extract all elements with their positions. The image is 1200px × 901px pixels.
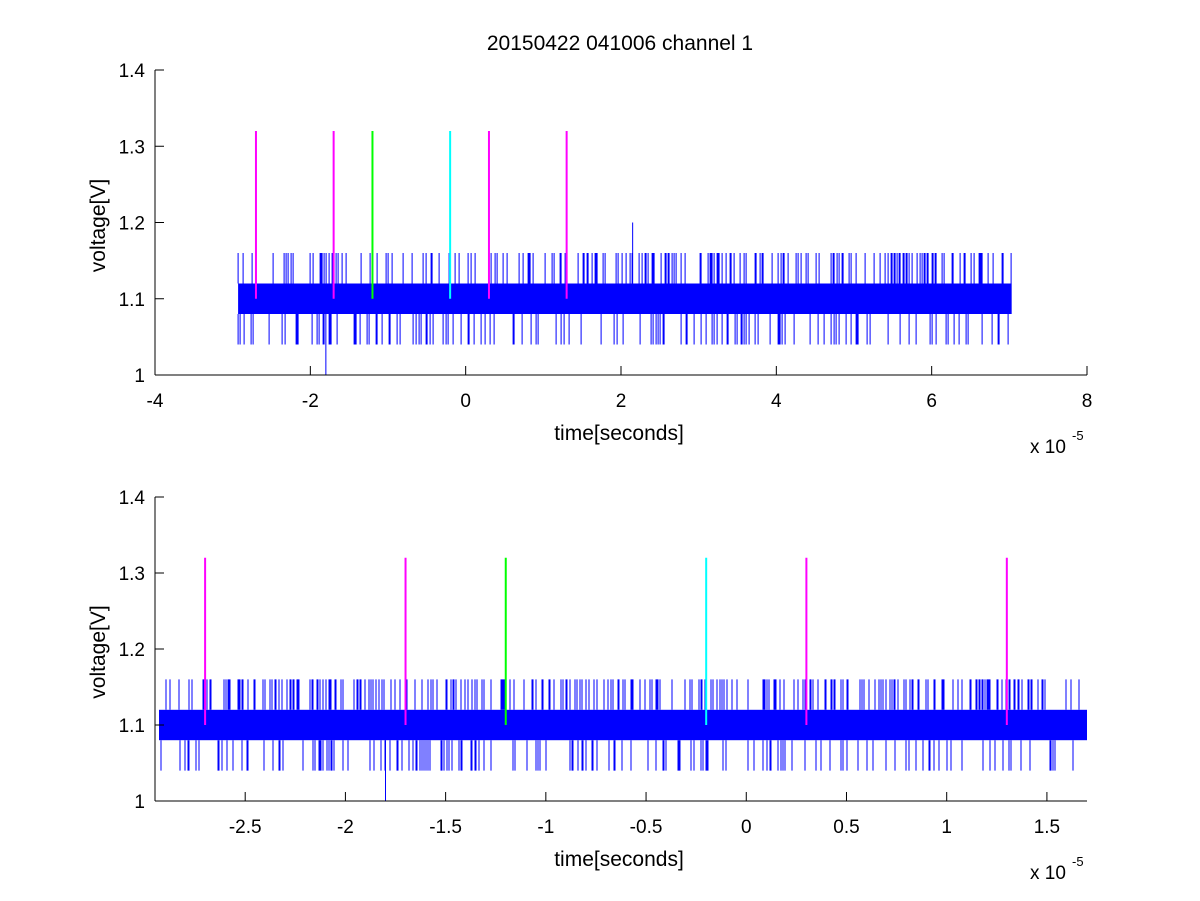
x-tick-label: 6 xyxy=(926,391,937,412)
x-tick-label: 0.5 xyxy=(833,817,859,838)
x-axis-label: time[seconds] xyxy=(554,422,684,445)
y-tick-label: 1.2 xyxy=(119,214,145,235)
x-tick-label: -4 xyxy=(147,391,164,412)
figure-title: 20150422 041006 channel 1 xyxy=(487,32,753,55)
x-tick-label: -1.5 xyxy=(429,817,462,838)
x-tick-label: 0 xyxy=(741,817,752,838)
x-multiplier-label: x 10 xyxy=(1030,863,1066,884)
x-tick-label: -1 xyxy=(537,817,554,838)
x-multiplier-exponent: -5 xyxy=(1072,854,1084,869)
x-tick-label: 4 xyxy=(771,391,782,412)
signal-spikes xyxy=(237,253,1012,345)
signal-band xyxy=(238,283,1012,314)
y-tick-label: 1.1 xyxy=(119,716,145,737)
x-tick-label: 8 xyxy=(1082,391,1093,412)
signal-band xyxy=(159,709,1087,741)
y-tick-label: 1 xyxy=(134,792,145,813)
y-tick-label: 1.4 xyxy=(119,61,146,82)
y-axis-label: voltage[V] xyxy=(87,179,110,272)
x-multiplier-exponent: -5 xyxy=(1072,428,1084,443)
signal-spikes xyxy=(160,679,1080,771)
signal-noise-path xyxy=(237,253,1012,345)
y-axis-label: voltage[V] xyxy=(87,605,110,698)
y-tick-label: 1.1 xyxy=(119,290,145,311)
x-multiplier-label: x 10 xyxy=(1030,437,1066,458)
y-tick-label: 1 xyxy=(134,366,145,387)
y-tick-label: 1.2 xyxy=(119,640,145,661)
x-tick-label: -0.5 xyxy=(630,817,663,838)
y-tick-label: 1.3 xyxy=(119,564,145,585)
y-tick-label: 1.4 xyxy=(119,488,146,509)
x-tick-label: 2 xyxy=(616,391,627,412)
y-tick-label: 1.3 xyxy=(119,137,145,158)
signal-noise-path xyxy=(160,679,1080,771)
bottom-subplot: -2.5 -2 -1.5 -1 -0.5 0 0.5 1 1.5 1 1.1 1.2 1.3 1.4 tim… xyxy=(87,488,1087,884)
x-tick-label: 0 xyxy=(460,391,471,412)
x-tick-label: -2 xyxy=(302,391,319,412)
x-tick-label: -2.5 xyxy=(229,817,262,838)
x-axis-label: time[seconds] xyxy=(554,848,684,871)
top-subplot: -4 -2 0 2 4 6 8 1 1.1 1.2 1.3 1.4 time[seconds] volta… xyxy=(87,61,1092,458)
x-tick-label: 1.5 xyxy=(1034,817,1060,838)
x-tick-label: -2 xyxy=(337,817,354,838)
x-tick-label: 1 xyxy=(941,817,952,838)
